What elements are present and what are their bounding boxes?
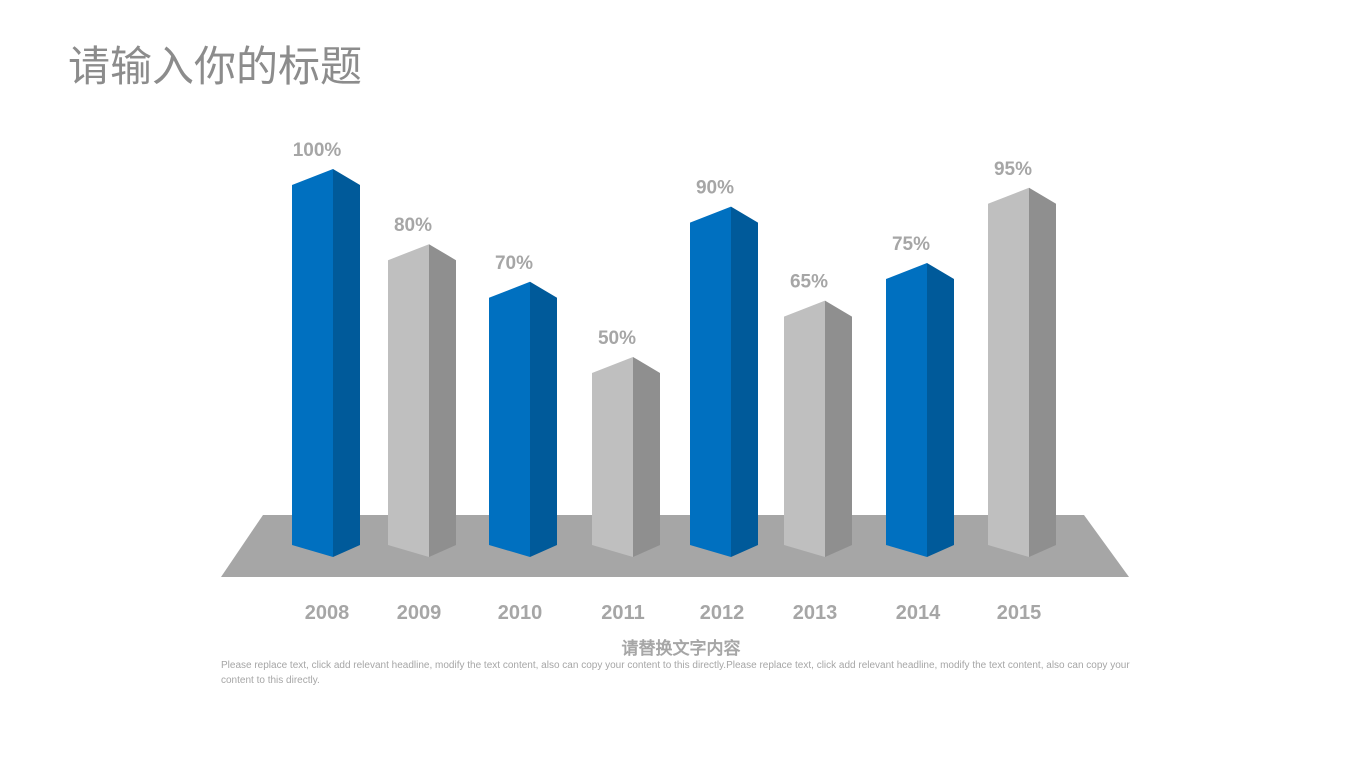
bar-2010: 70% xyxy=(489,253,557,557)
bar-front-face xyxy=(886,263,927,557)
bar-side-face xyxy=(530,281,557,557)
content-body-text: Please replace text, click add relevant … xyxy=(221,660,1130,686)
bar-2014: 75% xyxy=(886,234,954,557)
bar-2015: 95% xyxy=(988,159,1056,558)
bar-side-face xyxy=(633,357,660,557)
bar-side-face xyxy=(429,244,456,557)
bar-2008: 100% xyxy=(292,140,360,557)
bar-side-face xyxy=(731,206,758,557)
bar-side-face xyxy=(333,169,360,557)
x-axis-label: 2010 xyxy=(498,602,543,624)
bar-value-label: 90% xyxy=(696,178,734,199)
x-axis-label: 2015 xyxy=(997,602,1042,624)
bar-side-face xyxy=(1029,187,1056,558)
x-axis-labels: 2008 2009 2010 2011 2012 2013 2014 2015 xyxy=(305,602,1042,624)
slide-title: 请输入你的标题 xyxy=(68,42,363,91)
bar-2012: 90% xyxy=(690,178,758,557)
x-axis-label: 2011 xyxy=(601,602,644,624)
x-axis-label: 2014 xyxy=(896,602,941,624)
x-axis-label: 2013 xyxy=(793,602,838,624)
bar-2009: 80% xyxy=(388,215,456,557)
bar-side-face xyxy=(825,300,852,557)
x-axis-label: 2009 xyxy=(397,602,442,624)
bar-value-label: 95% xyxy=(994,159,1032,180)
bar-front-face xyxy=(292,169,333,557)
bar-value-label: 50% xyxy=(598,328,636,349)
bar-side-face xyxy=(927,263,954,557)
bar-value-label: 80% xyxy=(394,215,432,236)
bar-front-face xyxy=(592,357,633,557)
bar-value-label: 75% xyxy=(892,234,930,255)
bar-value-label: 100% xyxy=(293,140,342,161)
bars-group: 100% 80% 70% 50% 90% 65% 75% 95% xyxy=(292,140,1056,558)
content-subtitle: 请替换文字内容 xyxy=(621,639,741,659)
x-axis-label: 2008 xyxy=(305,602,350,624)
bar-front-face xyxy=(784,300,825,557)
bar-2013: 65% xyxy=(784,272,852,557)
bar-value-label: 65% xyxy=(790,272,828,293)
bar-2011: 50% xyxy=(592,328,660,557)
bar-front-face xyxy=(690,206,731,557)
x-axis-label: 2012 xyxy=(700,602,745,624)
bar-value-label: 70% xyxy=(495,253,533,274)
bar-front-face xyxy=(988,187,1029,558)
bar-front-face xyxy=(489,281,530,557)
bar-front-face xyxy=(388,244,429,557)
